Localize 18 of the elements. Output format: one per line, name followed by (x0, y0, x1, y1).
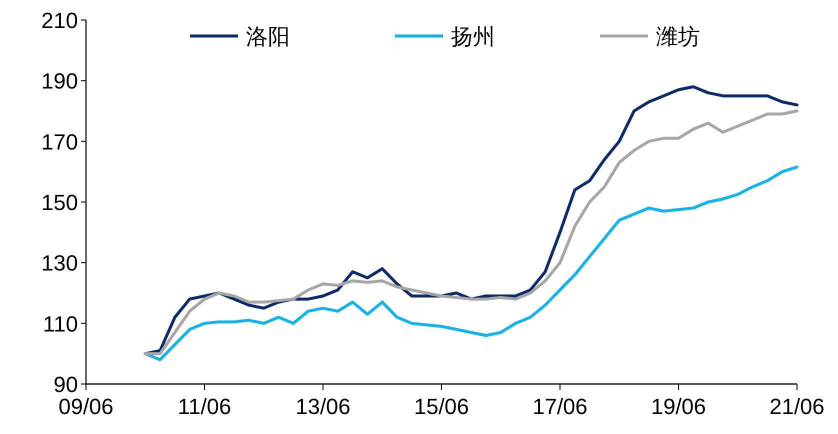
y-tick-label: 210 (41, 8, 78, 33)
y-tick-label: 130 (41, 250, 78, 276)
x-tick-label: 09/06 (58, 394, 114, 419)
x-tick-label: 19/06 (650, 394, 706, 419)
x-tick-label: 17/06 (532, 394, 588, 419)
line-series (144, 166, 798, 362)
y-tick-label: 90 (54, 372, 78, 397)
legend-label: 潍坊 (656, 24, 700, 49)
y-tick-label: 150 (41, 190, 78, 215)
y-tick-label: 190 (41, 68, 78, 94)
y-tick-label: 110 (42, 311, 78, 336)
legend-label: 扬州 (451, 24, 495, 49)
x-tick-label: 13/06 (295, 394, 351, 419)
y-tick-label: 170 (41, 129, 78, 154)
x-tick-label: 11/06 (178, 394, 232, 419)
x-tick-label: 15/06 (414, 394, 470, 419)
x-tick-label: 21/06 (769, 394, 825, 419)
legend-label: 洛阳 (246, 24, 290, 49)
